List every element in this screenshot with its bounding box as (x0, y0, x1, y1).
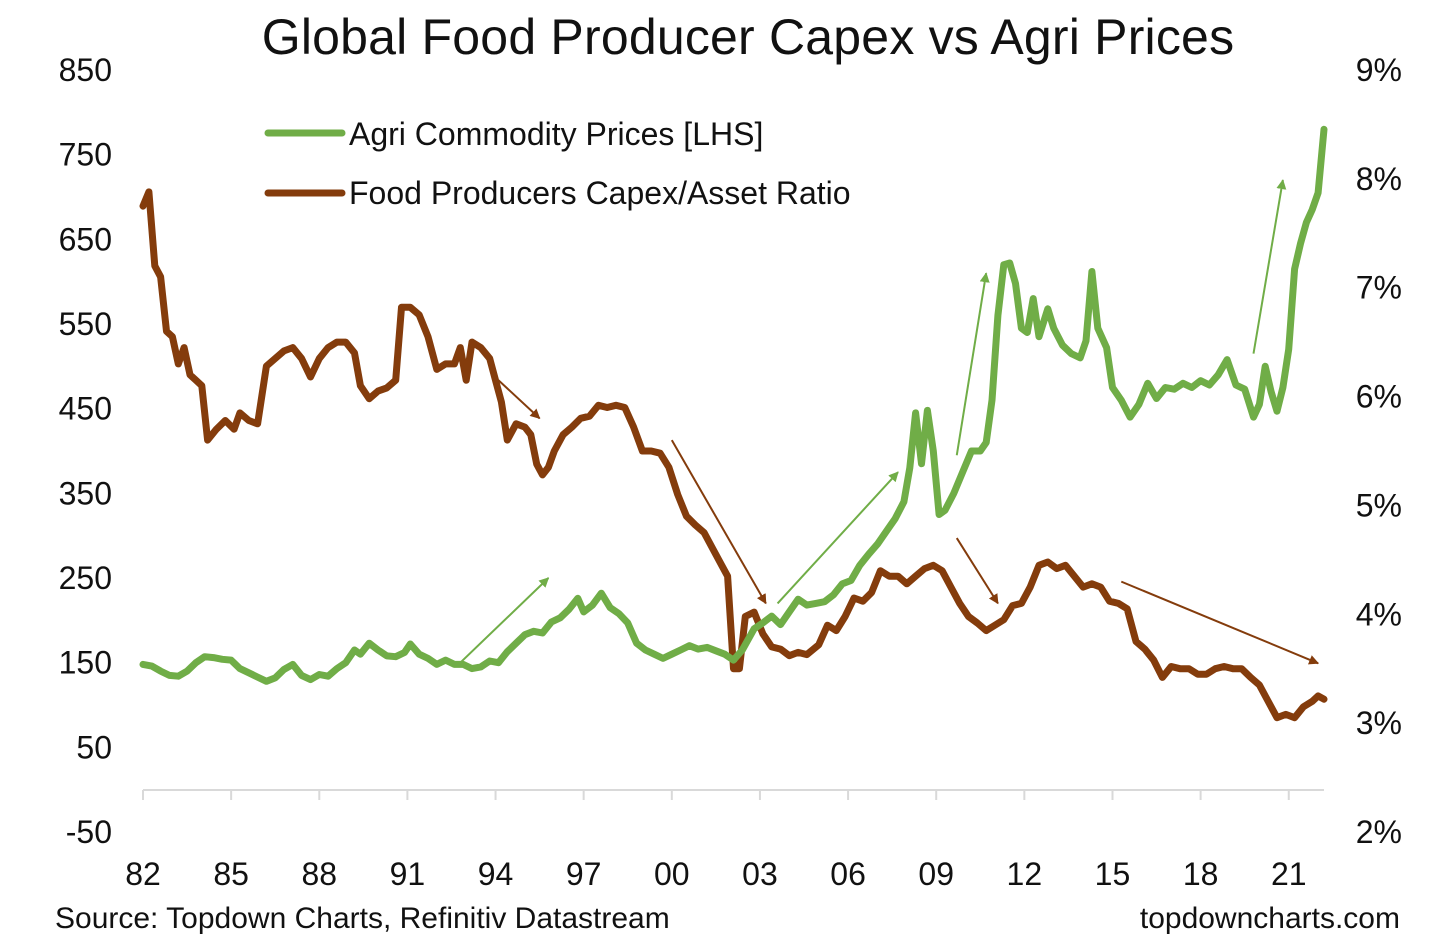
trend-arrow (955, 272, 990, 456)
x-tick-label: 91 (390, 856, 426, 892)
left-tick-label: 850 (59, 52, 112, 88)
x-tick-label: 12 (1007, 856, 1043, 892)
x-tick-label: 03 (742, 856, 778, 892)
x-tick-marks (142, 790, 1290, 800)
watermark: topdowncharts.com (1139, 902, 1400, 935)
trend-arrow (459, 577, 550, 664)
series-line-capex-ratio (139, 188, 1328, 722)
left-tick-label: -50 (66, 814, 112, 850)
trend-arrow (955, 537, 999, 605)
x-tick-label: 06 (830, 856, 866, 892)
x-tick-label: 85 (213, 856, 249, 892)
left-tick-label: 350 (59, 475, 112, 511)
trend-arrow (1120, 580, 1320, 665)
left-tick-label: 750 (59, 137, 112, 173)
left-tick-label: 650 (59, 221, 112, 257)
left-axis-ticks: -50 50 150 250 350 450 550 650 750 850 (59, 52, 112, 850)
series-layer (139, 125, 1328, 722)
left-tick-label: 150 (59, 645, 112, 681)
trend-arrow (776, 471, 899, 605)
left-tick-label: 550 (59, 306, 112, 342)
trend-arrow (1252, 179, 1287, 354)
right-tick-label: 3% (1356, 705, 1402, 741)
x-tick-label: 97 (566, 856, 602, 892)
x-tick-label: 00 (654, 856, 690, 892)
left-tick-label: 50 (76, 729, 112, 765)
right-tick-label: 9% (1356, 52, 1402, 88)
series-line-agri-prices (139, 125, 1328, 685)
x-tick-label: 82 (125, 856, 161, 892)
right-tick-label: 2% (1356, 814, 1402, 850)
chart-axes (142, 789, 1324, 800)
legend: Agri Commodity Prices [LHS] Food Produce… (264, 116, 851, 211)
x-tick-label: 15 (1095, 856, 1131, 892)
left-tick-label: 250 (59, 560, 112, 596)
left-tick-label: 450 (59, 391, 112, 427)
x-tick-label: 09 (918, 856, 954, 892)
chart-title: Global Food Producer Capex vs Agri Price… (261, 9, 1235, 65)
legend-label-capex: Food Producers Capex/Asset Ratio (349, 175, 851, 211)
right-tick-label: 6% (1356, 379, 1402, 415)
source-note: Source: Topdown Charts, Refinitiv Datast… (55, 902, 670, 935)
legend-label-agri: Agri Commodity Prices [LHS] (349, 116, 763, 152)
x-axis-ticks: 82 85 88 91 94 97 00 03 06 09 12 15 18 21 (125, 856, 1306, 892)
trend-arrow (497, 379, 541, 420)
right-tick-label: 5% (1356, 487, 1402, 523)
annotation-arrows (459, 179, 1320, 665)
right-tick-label: 4% (1356, 596, 1402, 632)
right-tick-label: 7% (1356, 270, 1402, 306)
x-tick-label: 18 (1183, 856, 1219, 892)
x-tick-label: 94 (478, 856, 514, 892)
right-axis-ticks: 2% 3% 4% 5% 6% 7% 8% 9% (1356, 52, 1402, 850)
x-tick-label: 21 (1271, 856, 1307, 892)
trend-arrow (670, 439, 767, 605)
right-tick-label: 8% (1356, 161, 1402, 197)
x-tick-label: 88 (301, 856, 337, 892)
